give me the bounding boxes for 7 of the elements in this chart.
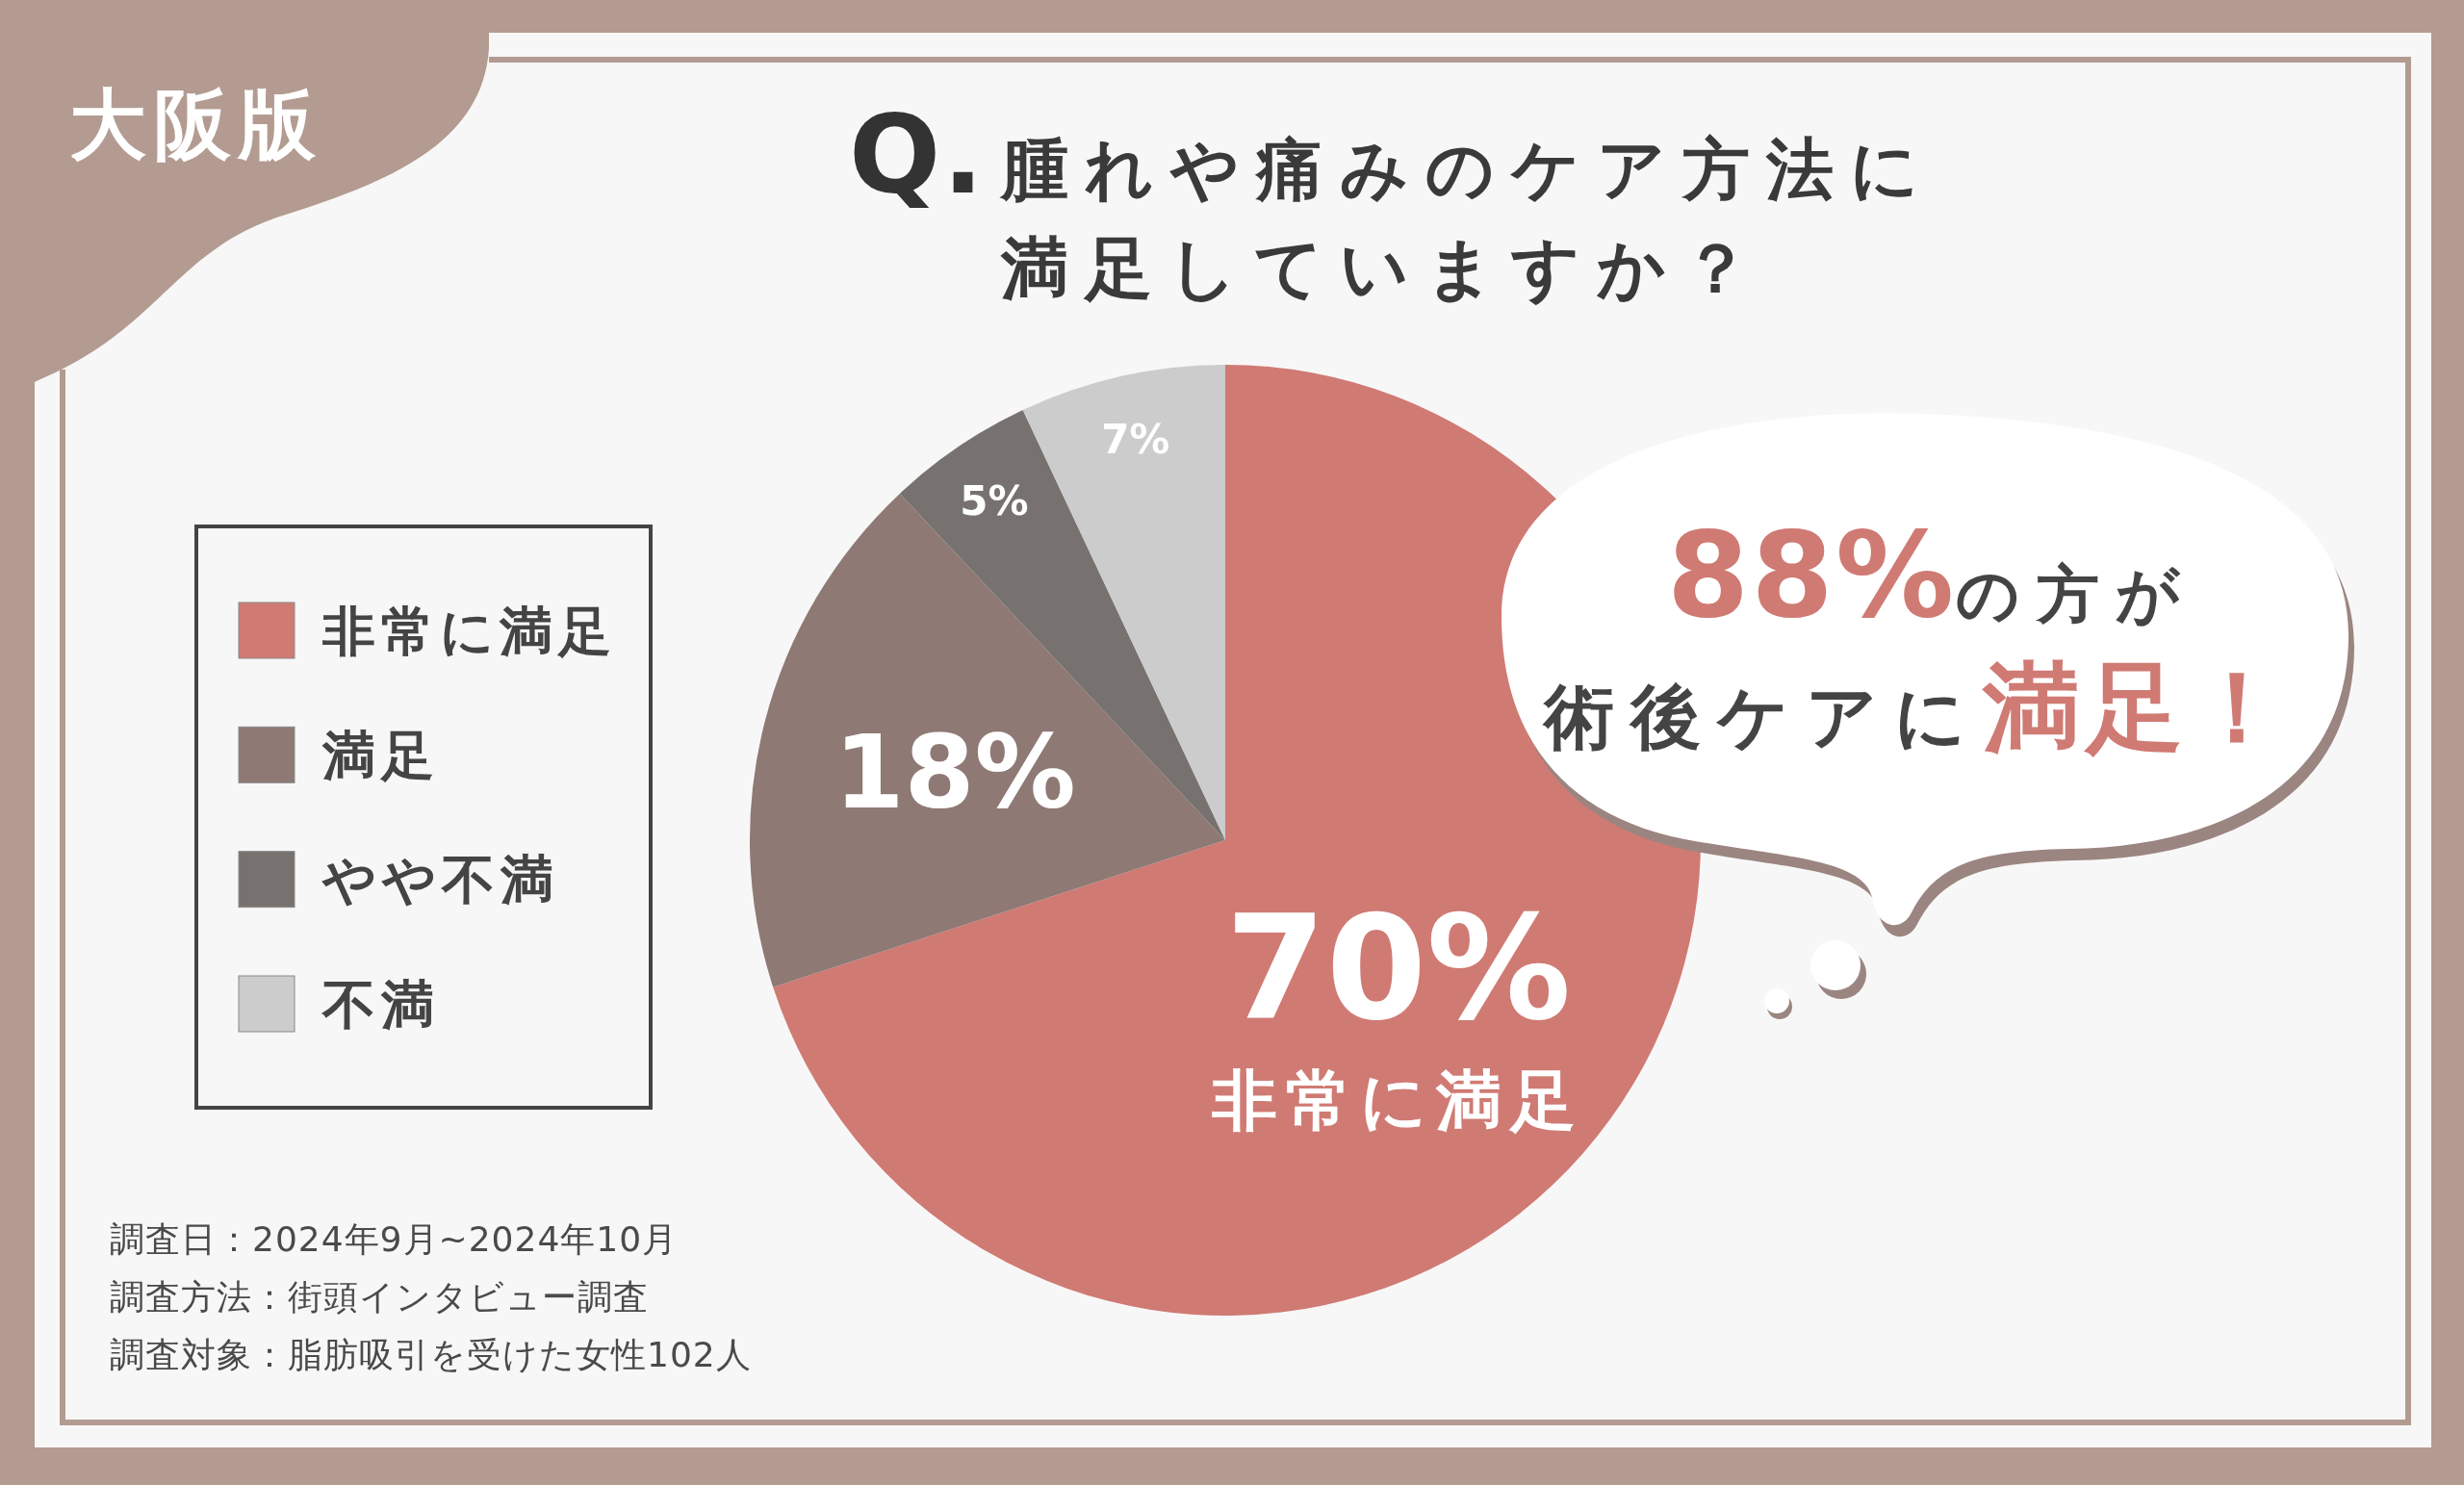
annotation: 88%の方が: [1666, 506, 2197, 644]
annotation: 調査方法：街頭インタビュー調査: [110, 1277, 649, 1317]
title: Q.腫れや痛みのケア方法に満足していますか？: [849, 92, 1936, 308]
annotation: 術後ケアに満足！: [1543, 651, 2292, 764]
annotation: 調査日：2024年9月~2024年10月: [110, 1219, 679, 1259]
annotation: 調査対象：脂肪吸引を受けた女性102人: [110, 1335, 752, 1374]
subtitle: 大阪版: [69, 80, 323, 169]
